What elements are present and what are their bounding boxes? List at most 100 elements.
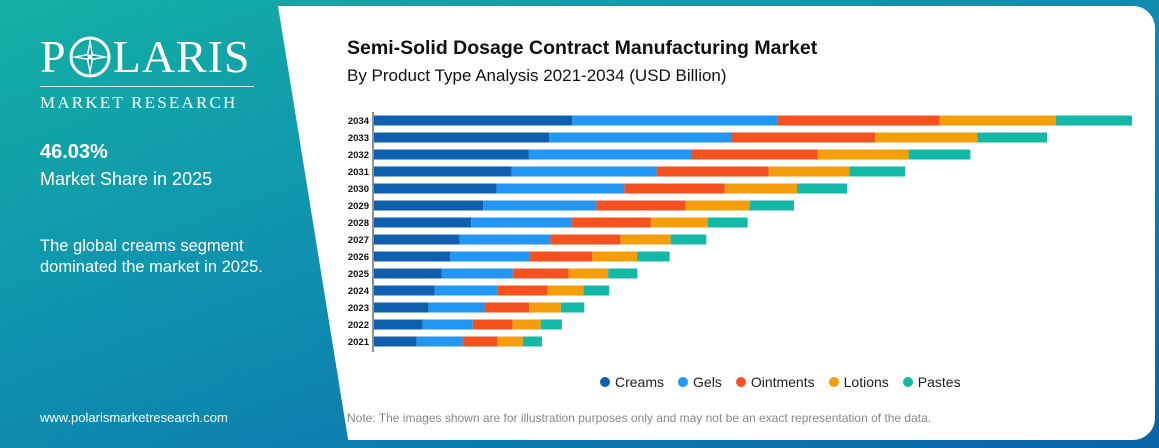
legend-item-creams: Creams (600, 374, 664, 390)
bar-segment-lotions (592, 251, 638, 262)
bar-segment-pastes (977, 132, 1048, 143)
bar-segment-pastes (707, 217, 748, 228)
bar-segment-lotions (568, 268, 609, 279)
bar-segment-ointments (691, 149, 818, 160)
bar-segment-ointments (512, 268, 569, 279)
bar-segment-creams (374, 234, 460, 245)
legend-label: Lotions (843, 374, 889, 390)
bar-segment-creams (374, 251, 451, 262)
bar-segment-gels (549, 132, 732, 143)
bar-segment-ointments (777, 115, 940, 126)
bar-segment-pastes (749, 200, 794, 211)
legend-label: Ointments (750, 374, 815, 390)
y-tick-label: 2030 (348, 184, 369, 195)
bar-segment-pastes (1055, 115, 1133, 126)
bar-segment-gels (459, 234, 551, 245)
bar-segment-gels (428, 302, 485, 313)
y-tick-label: 2025 (348, 269, 370, 280)
bar-segment-gels (441, 268, 513, 279)
bar-segment-pastes (908, 149, 971, 160)
chart-legend: Creams Gels Ointments Lotions Pastes (600, 374, 961, 390)
stacked-bar-chart: 2034 2033 2032 2031 2030 2029 2028 2027 2026 2025… (348, 112, 1133, 352)
bar-segment-gels (572, 115, 778, 126)
bar-segment-lotions (875, 132, 978, 143)
bar-segment-pastes (670, 234, 707, 245)
legend-dot-icon (600, 377, 610, 387)
bar-segment-ointments (550, 234, 621, 245)
bar-segment-lotions (650, 217, 708, 228)
logo-wordmark: P LARIS (40, 34, 260, 80)
bar-segment-creams (374, 302, 429, 313)
y-tick-label: 2028 (348, 218, 369, 229)
legend-label: Pastes (917, 374, 961, 390)
segment-description: The global creams segment dominated the … (40, 237, 263, 276)
bar-segment-pastes (583, 285, 610, 296)
legend-item-gels: Gels (678, 374, 722, 390)
compass-star-icon (69, 36, 111, 78)
bar-segment-ointments (571, 217, 651, 228)
bar-segment-creams (374, 319, 423, 330)
bar-segment-pastes (797, 183, 848, 194)
bar-segment-gels (528, 149, 692, 160)
bar-segment-ointments (731, 132, 876, 143)
legend-dot-icon (828, 377, 839, 387)
bar-segment-gels (434, 285, 498, 296)
bar-segment-lotions (620, 234, 671, 245)
sidebar: P LARIS MARKET RESEARCH 46.03% Market Sh… (0, 0, 345, 448)
legend-label: Gels (693, 374, 722, 390)
bar-segment-gels (416, 336, 463, 347)
y-tick-label: 2026 (348, 252, 369, 263)
market-share-label: Market Share in 2025 (40, 169, 213, 189)
bar-segment-creams (374, 285, 435, 296)
bar-segment-ointments (624, 183, 725, 194)
legend-item-pastes: Pastes (902, 374, 961, 390)
bar-segment-lotions (547, 285, 584, 296)
y-tick-label: 2022 (348, 320, 369, 331)
bar-segment-ointments (497, 285, 548, 296)
legend-label: Creams (615, 374, 665, 390)
bar-segment-pastes (540, 319, 562, 330)
bar-segment-ointments (462, 336, 498, 347)
bar-segment-creams (374, 217, 472, 228)
logo-divider (40, 86, 254, 87)
bar-segment-creams (374, 115, 573, 126)
bar-segment-creams (374, 200, 484, 211)
bar-segment-ointments (529, 251, 593, 262)
legend-dot-icon (678, 377, 689, 387)
y-tick-label: 2033 (348, 133, 369, 144)
bar-segment-gels (511, 166, 657, 177)
disclaimer-note: Note: The images shown are for illustrat… (347, 411, 932, 425)
logo-subtitle: MARKET RESEARCH (40, 93, 238, 112)
bar-segment-creams (374, 183, 497, 194)
bar-segment-lotions (529, 302, 561, 313)
bar-segment-gels (483, 200, 597, 211)
bar-segment-lotions (724, 183, 798, 194)
legend-dot-icon (902, 377, 913, 387)
company-logo: P LARIS MARKET RESEARCH (40, 34, 260, 113)
bar-segment-gels (450, 251, 530, 262)
y-tick-label: 2027 (348, 235, 369, 246)
y-tick-label: 2032 (348, 150, 369, 161)
bar-segment-ointments (656, 166, 769, 177)
bar-segment-gels (496, 183, 625, 194)
y-tick-label: 2031 (348, 167, 370, 178)
chart-title: Semi-Solid Dosage Contract Manufacturing… (347, 37, 818, 59)
bar-segment-ointments (484, 302, 530, 313)
legend-item-lotions: Lotions (828, 374, 889, 390)
bar-segment-creams (374, 166, 512, 177)
bar-segment-lotions (497, 336, 523, 347)
bar-segment-gels (422, 319, 473, 330)
bar-segment-lotions (685, 200, 750, 211)
chart-subtitle: By Product Type Analysis 2021-2034 (USD … (347, 66, 727, 85)
y-tick-label: 2029 (348, 201, 369, 212)
legend-dot-icon (735, 377, 746, 387)
website-link[interactable]: www.polarismarketresearch.com (40, 410, 228, 425)
bar-segment-pastes (849, 166, 906, 177)
bar-segment-pastes (560, 302, 585, 313)
bar-segment-ointments (596, 200, 686, 211)
bar-segment-pastes (522, 336, 542, 347)
bar-segment-creams (374, 268, 442, 279)
bar-segment-pastes (608, 268, 638, 279)
y-tick-label: 2034 (348, 116, 370, 127)
market-share-value: 46.03% (40, 141, 108, 163)
